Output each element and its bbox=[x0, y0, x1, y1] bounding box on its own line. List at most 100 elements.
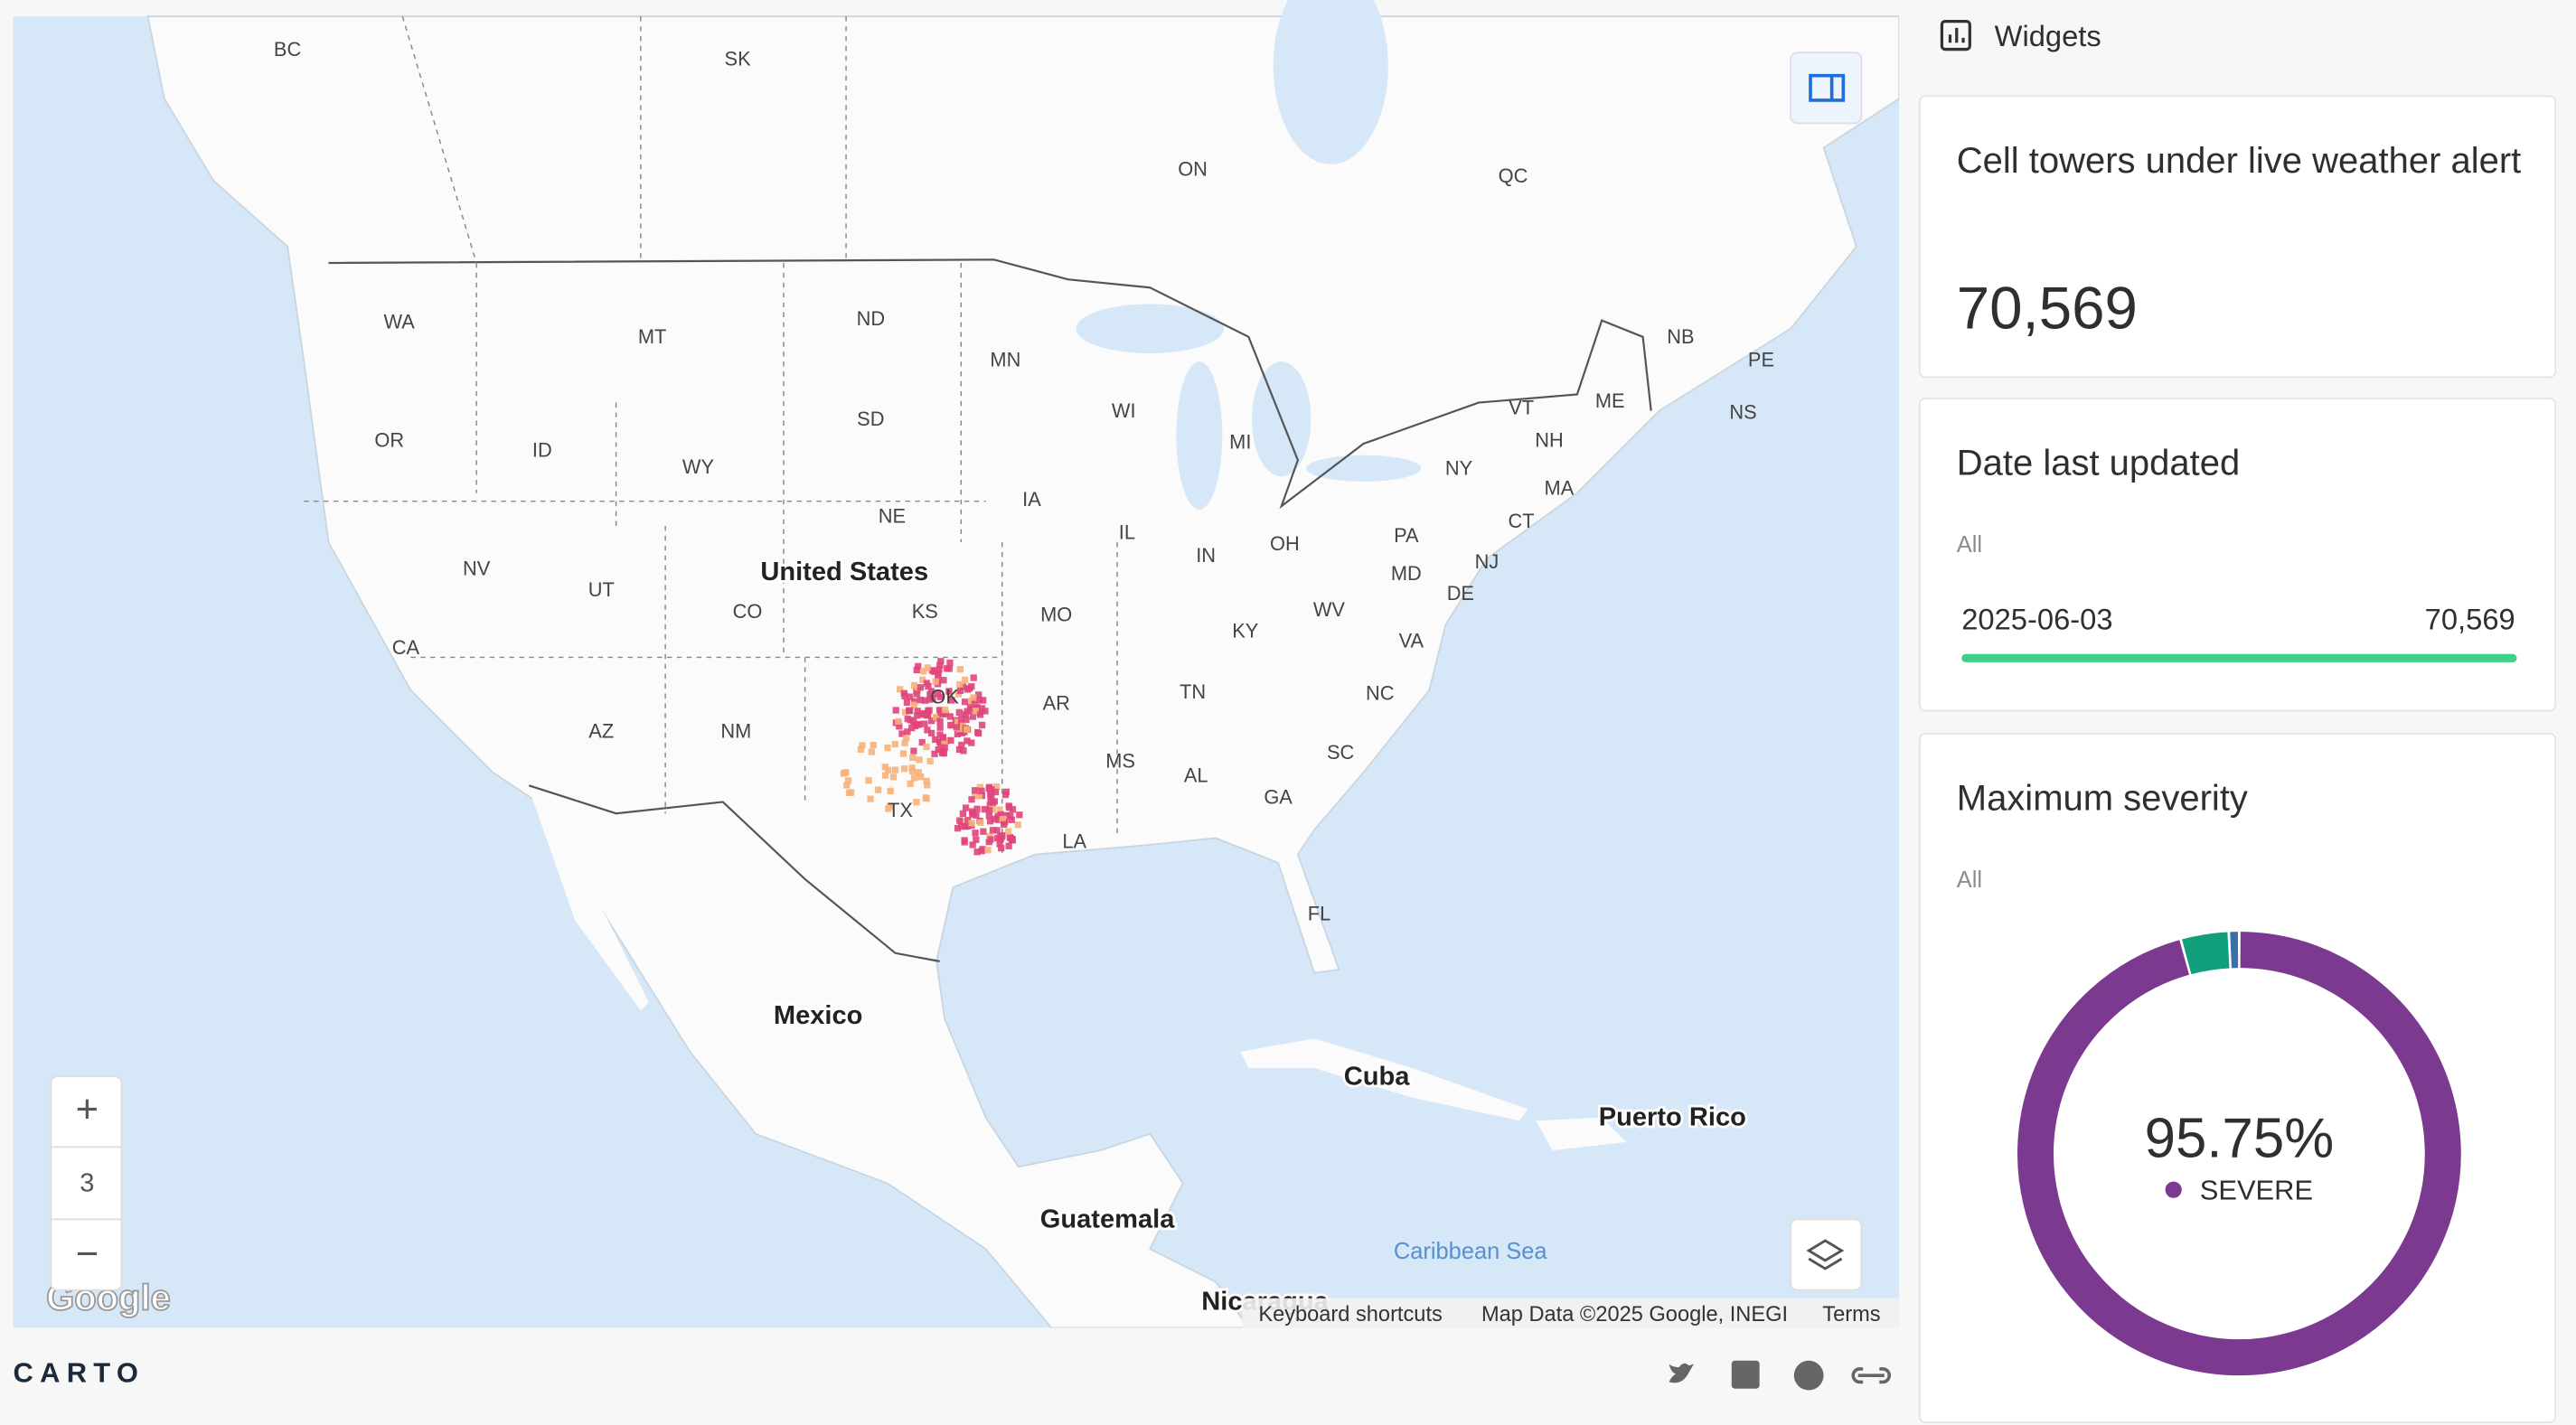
alert-cell bbox=[942, 745, 948, 751]
zoom-level: 3 bbox=[80, 1168, 94, 1197]
alert-cell bbox=[923, 744, 929, 750]
alert-cell bbox=[960, 811, 966, 817]
alert-cell bbox=[875, 786, 881, 792]
alert-cell bbox=[841, 770, 847, 776]
alert-cell bbox=[884, 745, 890, 751]
map-data: Map Data ©2025 Google, INEGI bbox=[1481, 1303, 1788, 1327]
state-label: DE bbox=[1447, 582, 1474, 605]
state-label: NJ bbox=[1475, 550, 1500, 573]
alert-cell bbox=[925, 712, 931, 718]
state-label: KS bbox=[912, 600, 938, 623]
alert-cell bbox=[997, 833, 1003, 839]
zoom-in[interactable]: + bbox=[76, 1088, 99, 1131]
alert-cell bbox=[956, 709, 963, 716]
alert-cell bbox=[935, 670, 941, 676]
social-links bbox=[1664, 1355, 1894, 1395]
state-label: ND bbox=[857, 307, 885, 330]
donut-value: 95.75% bbox=[2145, 1107, 2335, 1169]
alert-cell bbox=[972, 787, 978, 793]
alert-cell bbox=[958, 716, 964, 722]
alert-cell bbox=[988, 786, 994, 792]
facebook[interactable] bbox=[1794, 1361, 1824, 1391]
alert-cell bbox=[870, 742, 877, 748]
state-label: VA bbox=[1399, 630, 1424, 652]
alert-cell bbox=[976, 697, 982, 703]
alert-cell bbox=[1009, 817, 1015, 823]
state-label: MI bbox=[1229, 430, 1251, 453]
alert-cell bbox=[937, 658, 944, 664]
alert-cell bbox=[956, 746, 963, 753]
water-label: Caribbean Sea bbox=[1394, 1239, 1548, 1264]
alert-cell bbox=[987, 836, 993, 842]
alert-cell bbox=[986, 807, 992, 813]
alert-cell bbox=[973, 837, 979, 843]
state-label: BC bbox=[274, 38, 301, 61]
state-label: IN bbox=[1196, 544, 1216, 567]
state-label: NC bbox=[1366, 682, 1394, 705]
twitter[interactable] bbox=[1669, 1364, 1694, 1383]
alert-cell bbox=[977, 820, 983, 826]
alert-cell bbox=[992, 816, 998, 822]
alert-cell bbox=[937, 725, 944, 731]
alert-cell bbox=[972, 830, 978, 836]
alert-cell bbox=[913, 799, 919, 805]
alert-cell bbox=[916, 756, 922, 763]
state-label: MN bbox=[990, 349, 1020, 371]
alert-cell bbox=[867, 795, 873, 802]
alert-cell bbox=[956, 818, 963, 824]
alert-cell bbox=[888, 788, 894, 794]
alert-cell bbox=[978, 788, 984, 794]
filter-label: All bbox=[1957, 530, 1982, 557]
alert-cell bbox=[869, 748, 875, 755]
state-label: ID bbox=[532, 439, 552, 462]
alert-cell bbox=[988, 793, 994, 800]
state-label: MD bbox=[1391, 562, 1422, 585]
category-value: 70,569 bbox=[2425, 603, 2515, 637]
alert-cell bbox=[1010, 806, 1016, 812]
alert-cell bbox=[980, 829, 986, 835]
state-label: WI bbox=[1112, 399, 1136, 422]
alert-cell bbox=[900, 750, 907, 756]
layers-button[interactable] bbox=[1791, 1219, 1861, 1289]
alert-cell bbox=[968, 820, 974, 826]
state-label: IL bbox=[1119, 520, 1135, 543]
copy-link[interactable] bbox=[1853, 1369, 1889, 1383]
alert-cell bbox=[954, 724, 960, 730]
terms[interactable]: Terms bbox=[1822, 1303, 1880, 1327]
state-label: MA bbox=[1545, 476, 1575, 499]
alert-cell bbox=[901, 690, 907, 697]
alert-cell bbox=[893, 707, 899, 713]
category-bar bbox=[1961, 654, 2516, 662]
alert-cell bbox=[895, 718, 901, 725]
linkedin[interactable] bbox=[1732, 1361, 1760, 1389]
alert-cell bbox=[964, 727, 970, 733]
alert-cell bbox=[921, 720, 927, 727]
alert-cell bbox=[936, 731, 943, 737]
alert-cell bbox=[843, 782, 850, 788]
alert-cell bbox=[975, 730, 982, 736]
state-label: CT bbox=[1509, 510, 1535, 532]
panel-toggle[interactable] bbox=[1791, 52, 1861, 123]
alert-cell bbox=[890, 773, 897, 780]
alert-cell bbox=[1005, 828, 1011, 834]
keyboard-shortcuts[interactable]: Keyboard shortcuts bbox=[1258, 1303, 1442, 1327]
state-label: SK bbox=[725, 48, 752, 70]
alert-cell bbox=[1002, 792, 1009, 798]
state-label: CO bbox=[733, 600, 763, 623]
alert-cell bbox=[982, 708, 988, 714]
country-label: United States bbox=[760, 558, 928, 586]
state-label: FL bbox=[1308, 902, 1330, 924]
alert-cell bbox=[1006, 843, 1012, 849]
alert-cell bbox=[962, 698, 968, 705]
filter-label: All bbox=[1957, 866, 1982, 892]
zoom-out[interactable]: − bbox=[76, 1233, 99, 1276]
state-label: MT bbox=[638, 325, 666, 348]
alert-cell bbox=[906, 708, 912, 714]
alert-cell bbox=[924, 664, 930, 670]
alert-cell bbox=[973, 812, 979, 819]
alert-cell bbox=[917, 697, 924, 703]
state-label: WY bbox=[682, 455, 715, 478]
alert-cell bbox=[912, 723, 918, 729]
